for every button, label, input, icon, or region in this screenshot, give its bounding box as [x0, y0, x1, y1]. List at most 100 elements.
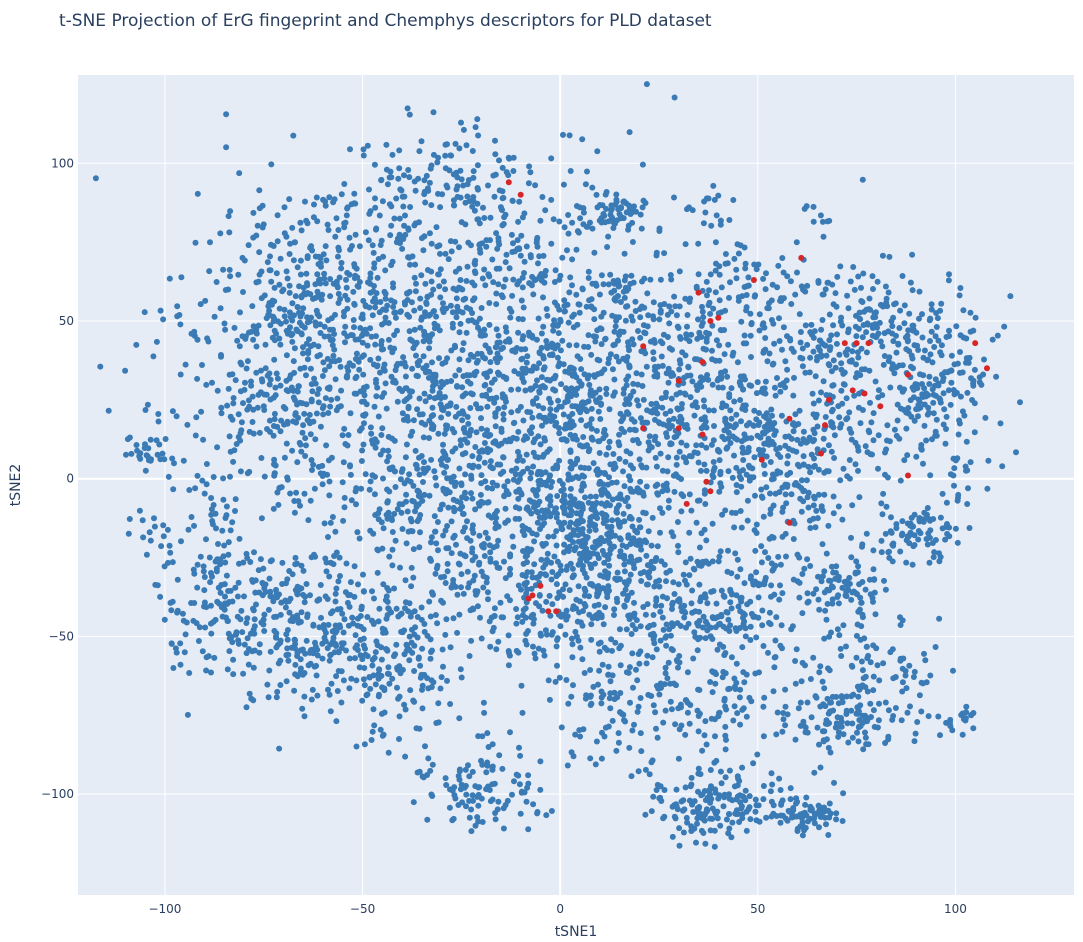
scatter-point: [560, 593, 567, 600]
scatter-point: [567, 274, 574, 281]
scatter-point: [753, 521, 760, 528]
scatter-point: [551, 413, 558, 420]
scatter-point: [494, 350, 501, 357]
scatter-point: [377, 299, 384, 305]
scatter-point: [309, 388, 316, 395]
scatter-point: [509, 533, 516, 540]
scatter-point: [589, 184, 596, 191]
scatter-point: [777, 561, 784, 568]
scatter-point: [721, 695, 728, 702]
scatter-point: [430, 286, 437, 293]
scatter-point: [382, 314, 389, 321]
scatter-point: [414, 487, 421, 494]
scatter-point: [330, 199, 337, 206]
scatter-point: [797, 811, 804, 818]
scatter-point: [671, 293, 678, 300]
scatter-point: [245, 661, 252, 668]
scatter-point: [460, 373, 467, 380]
scatter-point: [598, 341, 605, 348]
scatter-point: [475, 463, 482, 470]
scatter-point: [447, 644, 454, 651]
scatter-point: [319, 481, 326, 488]
scatter-point: [555, 397, 562, 404]
scatter-point: [236, 170, 243, 177]
scatter-point: [782, 722, 789, 729]
scatter-point: [783, 500, 790, 507]
scatter-point: [642, 811, 649, 818]
scatter-point: [142, 407, 149, 413]
scatter-point: [368, 737, 375, 743]
scatter-point: [432, 474, 439, 481]
scatter-point: [507, 729, 513, 736]
scatter-point: [331, 553, 338, 559]
scatter-point: [588, 351, 595, 358]
scatter-point: [427, 613, 434, 620]
scatter-point: [734, 573, 741, 580]
scatter-point: [553, 419, 560, 426]
scatter-point: [799, 610, 806, 617]
scatter-point: [267, 396, 274, 403]
scatter-point: [482, 529, 489, 536]
scatter-point: [572, 460, 579, 467]
scatter-point: [737, 397, 744, 403]
scatter-point: [333, 673, 340, 680]
scatter-point: [322, 638, 329, 645]
scatter-point: [831, 779, 837, 786]
scatter-point: [393, 641, 400, 648]
scatter-point: [385, 447, 392, 454]
scatter-point: [810, 590, 817, 597]
scatter-point: [554, 662, 560, 669]
scatter-point: [307, 497, 314, 504]
scatter-point: [653, 725, 659, 732]
scatter-point: [442, 152, 449, 159]
scatter-point: [431, 308, 437, 314]
scatter-point: [317, 255, 324, 262]
scatter-point: [177, 661, 184, 668]
scatter-point: [492, 151, 499, 158]
scatter-point: [419, 411, 426, 418]
scatter-point: [634, 381, 641, 388]
scatter-point: [442, 580, 449, 586]
scatter-point: [241, 593, 247, 600]
scatter-point: [569, 565, 576, 572]
scatter-point: [585, 268, 592, 275]
scatter-point: [696, 544, 703, 551]
scatter-point: [628, 631, 635, 637]
scatter-point: [440, 663, 446, 670]
scatter-point: [454, 174, 461, 181]
scatter-point: [266, 381, 273, 388]
scatter-point: [407, 613, 414, 620]
scatter-point: [220, 266, 227, 273]
scatter-point: [470, 174, 477, 181]
scatter-point: [253, 343, 260, 350]
scatter-point: [628, 556, 635, 563]
scatter-point: [346, 655, 353, 662]
scatter-point: [248, 382, 255, 389]
scatter-point: [876, 700, 882, 707]
scatter-point: [656, 691, 663, 698]
scatter-point: [530, 439, 537, 446]
scatter-point: [695, 765, 702, 772]
scatter-point: [477, 491, 484, 498]
scatter-point: [301, 364, 308, 371]
scatter-point: [258, 515, 265, 522]
scatter-point: [576, 727, 583, 734]
scatter-point: [210, 474, 217, 480]
scatter-point: [540, 542, 547, 549]
scatter-point: [776, 775, 783, 782]
scatter-point: [835, 733, 842, 740]
scatter-point: [371, 595, 377, 602]
scatter-point: [601, 559, 608, 566]
scatter-point: [346, 234, 353, 241]
scatter-point: [480, 499, 487, 506]
scatter-point: [225, 588, 232, 594]
scatter-point: [554, 342, 561, 349]
scatter-point: [532, 182, 539, 189]
scatter-point: [310, 214, 317, 221]
scatter-point: [426, 492, 433, 499]
scatter-point: [406, 328, 413, 335]
scatter-point: [403, 540, 410, 547]
scatter-point: [487, 359, 494, 366]
scatter-point: [271, 356, 278, 363]
scatter-point: [766, 619, 772, 626]
